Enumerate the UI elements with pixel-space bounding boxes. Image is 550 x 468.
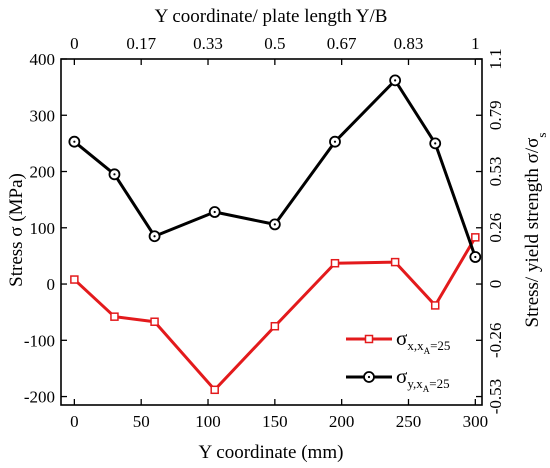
y-tick-label-5: 300	[30, 106, 56, 125]
y-tick-label-6: 400	[30, 50, 56, 69]
top-axis-title: Y coordinate/ plate length Y/B	[155, 6, 388, 27]
series-1-line	[73, 78, 477, 258]
series-1-point-7-dot	[434, 142, 437, 145]
plot-frame	[60, 58, 483, 406]
x-axis-title: Y coordinate (mm)	[199, 442, 344, 463]
x-tick-label-4: 200	[329, 412, 355, 431]
legend-label-0: σx,xA=25	[396, 326, 450, 356]
series-0-point-6	[390, 257, 400, 267]
x2-tick-label-4: 0.67	[327, 34, 357, 53]
y2-tick-label-5: 0.79	[486, 100, 505, 130]
series-layer	[68, 74, 482, 395]
legend-label-0-sub: x,x	[407, 338, 424, 353]
right-axis-title-sub: s	[534, 133, 549, 138]
series-0-point-4	[270, 321, 280, 331]
legend-label-1-main: σ	[396, 364, 407, 388]
series-1-point-4	[268, 218, 281, 231]
legend-entry-1: σy,xA=25	[346, 364, 450, 394]
x2-tick-label-6: 1	[471, 34, 480, 53]
x-tick-label-0: 0	[70, 412, 79, 431]
series-1-point-2	[148, 230, 161, 243]
series-1-point-1	[108, 168, 121, 181]
y2-tick-label-0: -0.53	[486, 379, 505, 414]
series-1-point-7	[429, 137, 442, 150]
series-1-point-8-dot	[474, 255, 477, 259]
series-1-point-3-dot	[213, 210, 216, 214]
y2-tick-label-1: -0.26	[486, 323, 505, 358]
y-tick-label-2: 0	[47, 275, 56, 294]
series-1-point-6	[389, 74, 402, 87]
x2-tick-label-3: 0.5	[264, 34, 285, 53]
x-tick-label-1: 50	[133, 412, 150, 431]
series-1-point-3	[208, 206, 221, 218]
legend-label-0-tail: =25	[430, 338, 450, 353]
x-tick-label-3: 150	[262, 412, 288, 431]
series-1-point-1-dot	[113, 173, 116, 176]
legend-label-1-sub: y,x	[407, 376, 423, 391]
series-1-point-0-dot	[73, 140, 76, 143]
x2-tick-label-2: 0.33	[193, 34, 223, 53]
series-0-point-2	[150, 317, 159, 326]
series-0-point-5	[330, 258, 340, 268]
legend-marker-1-dot	[367, 375, 371, 379]
right-axis-title: Stress/ yield strength σ/σs	[522, 133, 549, 328]
series-1	[68, 74, 482, 263]
x2-tick-label-0: 0	[70, 34, 79, 53]
legend-entry-0: σx,xA=25	[346, 326, 450, 356]
series-1-point-5	[329, 135, 341, 148]
series-0-point-3	[210, 385, 219, 395]
series-0-point-8	[471, 233, 480, 242]
legend-label-1: σy,xA=25	[396, 364, 450, 394]
legend-marker-0	[364, 334, 374, 344]
y2-tick-label-3: 0.26	[486, 213, 505, 243]
y2-tick-label-2: 0	[486, 280, 505, 289]
series-1-point-4-dot	[273, 223, 276, 226]
series-0-point-7	[430, 301, 440, 310]
series-1-point-0	[68, 135, 81, 148]
y-tick-label-4: 200	[30, 163, 56, 182]
x-tick-label-2: 100	[195, 412, 221, 431]
legend-label-0-main: σ	[396, 326, 407, 350]
y2-tick-label-4: 0.53	[486, 157, 505, 187]
y2-tick-label-6: 1.1	[486, 48, 505, 69]
right-axis-title-main: Stress/ yield strength σ/σ	[522, 138, 543, 328]
y-tick-label-0: -200	[24, 388, 55, 407]
x2-tick-label-5: 0.83	[394, 34, 424, 53]
x-tick-label-6: 300	[463, 412, 489, 431]
series-0-line	[73, 236, 477, 392]
y-tick-label-3: 100	[30, 219, 56, 238]
y-tick-label-1: -100	[24, 331, 55, 350]
series-1-point-2-dot	[153, 235, 156, 238]
x-tick-label-5: 250	[396, 412, 422, 431]
series-1-point-8	[469, 251, 482, 263]
legend-label-0-subsub: A	[424, 346, 431, 356]
legend-marker-1	[363, 371, 375, 383]
series-1-point-5-dot	[333, 140, 337, 143]
axes: 0 50 100 150 200 250 300 0 0.17 0.33 0.5 0.67 0.83 1 -…	[24, 34, 505, 431]
series-0	[70, 233, 480, 395]
legend-label-1-tail: =25	[429, 376, 449, 391]
y-axis-title: Stress σ (MPa)	[6, 173, 27, 287]
series-0-point-1	[110, 312, 119, 321]
series-0-point-0	[70, 275, 79, 284]
series-1-point-6-dot	[394, 79, 397, 82]
legend-label-1-subsub: A	[423, 384, 430, 394]
x2-tick-label-1: 0.17	[126, 34, 156, 53]
